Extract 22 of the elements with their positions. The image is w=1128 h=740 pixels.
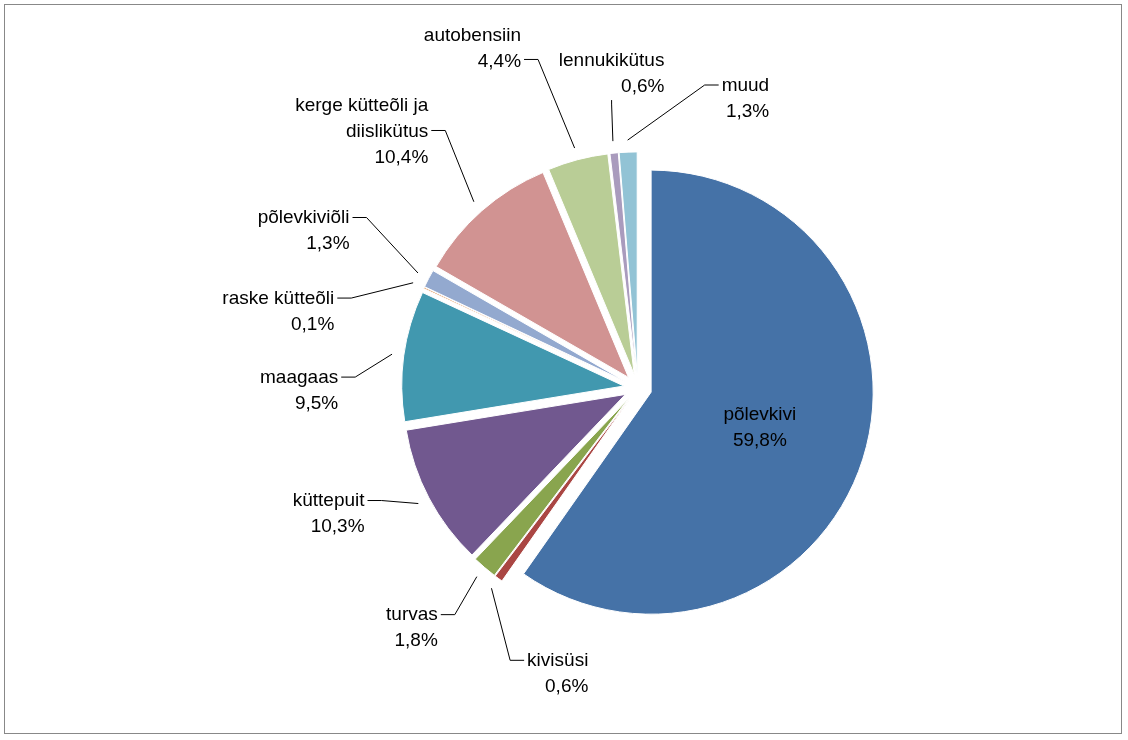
slice-label: lennukikütus xyxy=(558,48,665,70)
slice-label: autobensiin xyxy=(423,23,522,45)
data-label: 10,4% xyxy=(374,145,429,167)
data-label: 0,6% xyxy=(621,74,665,96)
data-label: 1,3% xyxy=(306,232,350,254)
data-label: 0,1% xyxy=(290,312,335,334)
slice-label: raske kütteõli xyxy=(222,286,335,308)
data-label: 1,3% xyxy=(725,99,770,121)
slice-label: kerge kütteõli ja diislikütus xyxy=(295,93,429,141)
slice-label: põlevkiviõli xyxy=(257,206,350,228)
slice-label: turvas xyxy=(386,603,438,625)
slice-label: muud xyxy=(721,73,770,95)
data-label: 59,8% xyxy=(732,428,787,450)
data-label: 10,3% xyxy=(310,515,365,537)
slice-label: maagaas xyxy=(260,365,339,387)
slice-label: põlevkivi xyxy=(723,402,797,424)
slice-label: kivisüsi xyxy=(527,648,589,670)
data-label: 1,8% xyxy=(394,629,438,651)
data-label: 4,4% xyxy=(477,49,522,71)
slice-label: küttepuit xyxy=(292,489,366,511)
data-label: 9,5% xyxy=(294,391,339,413)
data-label: 0,6% xyxy=(545,674,589,696)
